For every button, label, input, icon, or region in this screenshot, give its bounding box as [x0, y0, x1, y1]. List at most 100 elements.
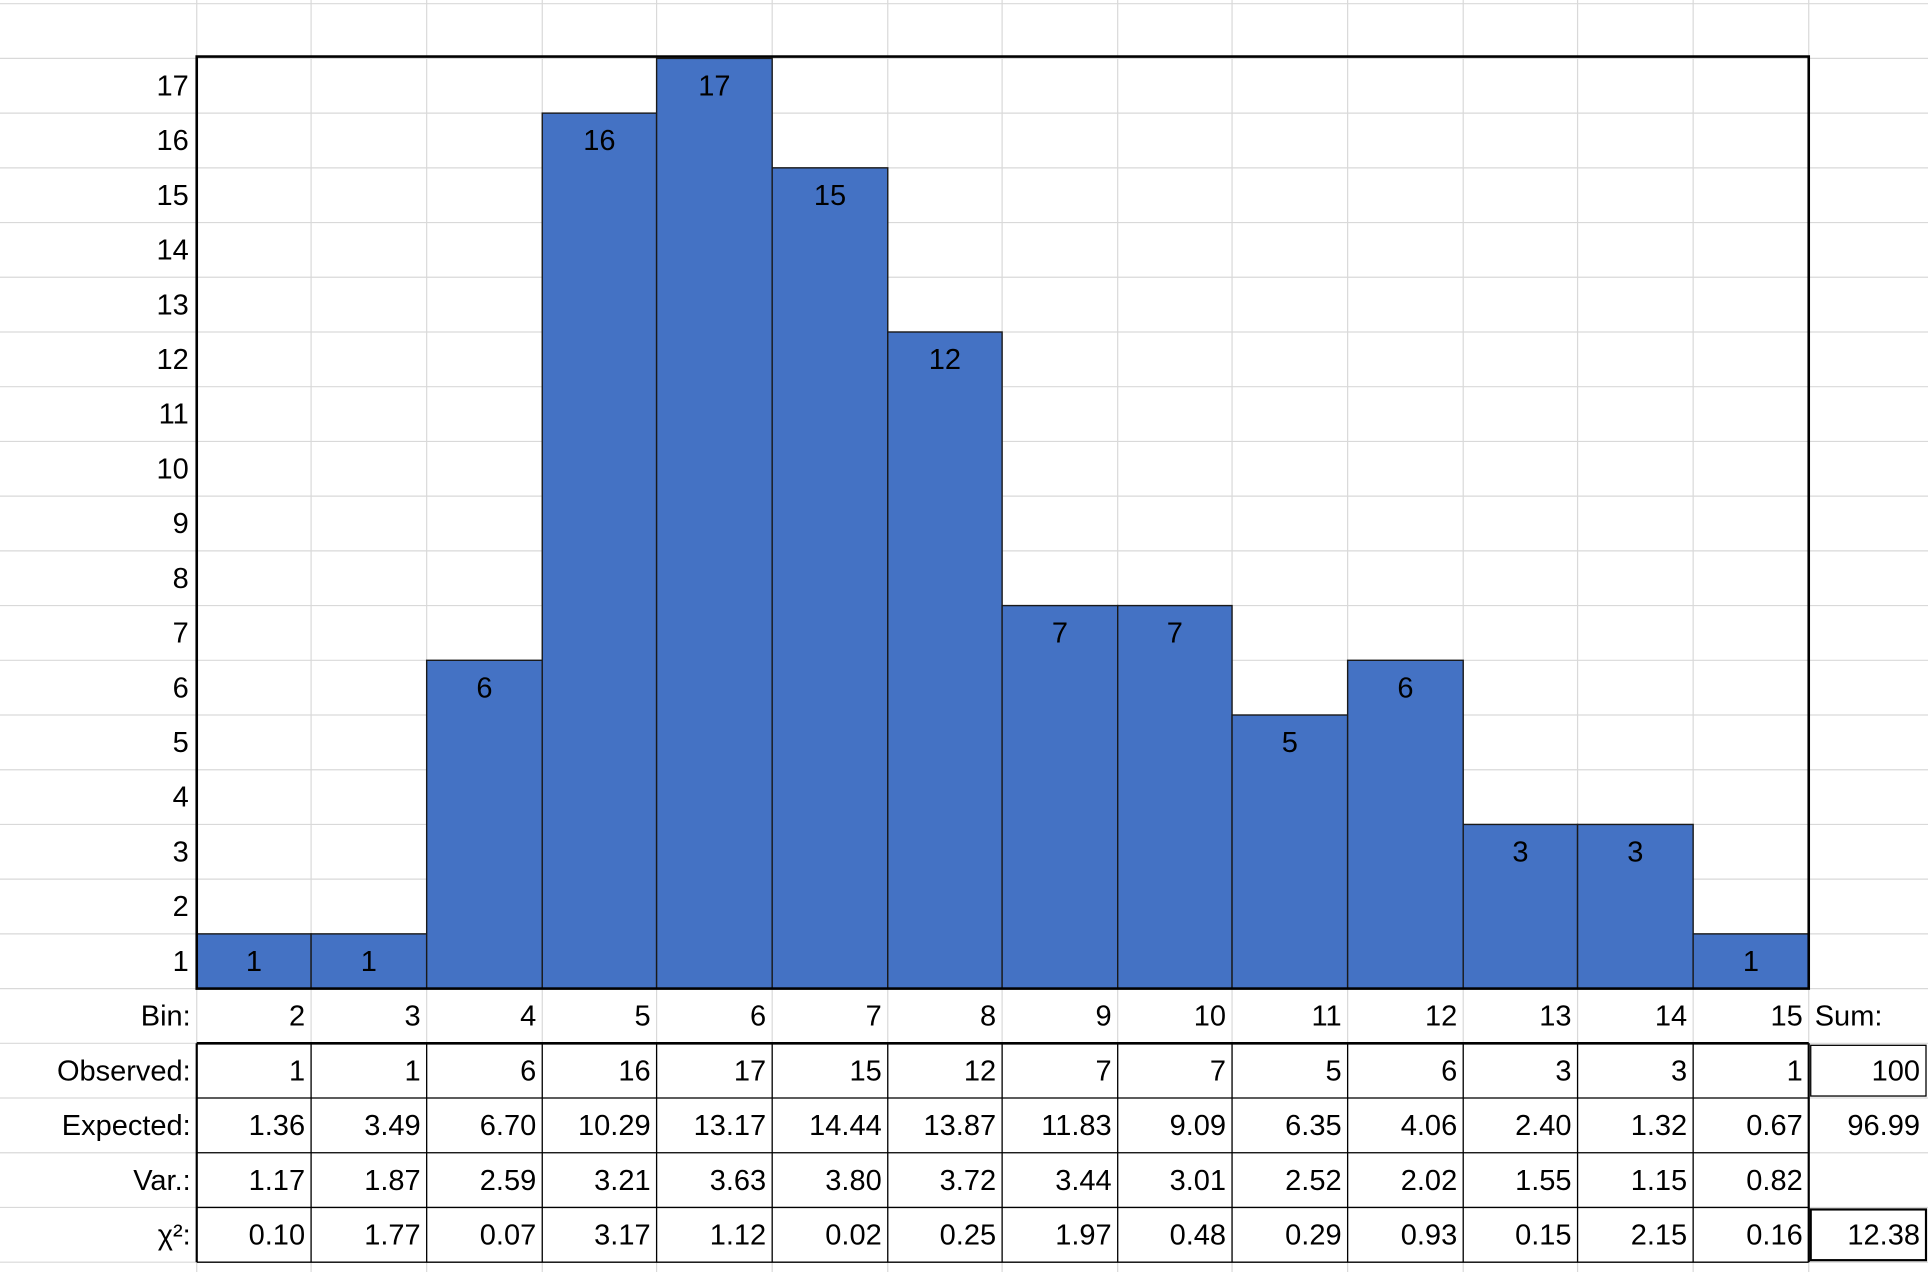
bar-12 [1346, 659, 1464, 990]
bin-value: 15 [1770, 1001, 1802, 1033]
bin-value: 6 [750, 1001, 766, 1033]
bar-10 [1116, 604, 1233, 990]
sum-observed-box [1810, 1044, 1927, 1097]
table-cell: 1.17 [249, 1165, 305, 1197]
bin-value: 3 [405, 1001, 421, 1033]
bar-4 [425, 659, 543, 990]
sum-cell: 12.38 [1847, 1219, 1920, 1251]
bar-label-9: 7 [1052, 618, 1068, 650]
table-cell: 0.10 [249, 1219, 305, 1251]
table-cell: 3.72 [940, 1165, 996, 1197]
bin-value: 8 [980, 1001, 996, 1033]
y-tick-label: 10 [156, 453, 188, 485]
table-borders [195, 1042, 1928, 1263]
table-cell: 1.55 [1515, 1165, 1571, 1197]
bar-2 [196, 933, 312, 990]
table-cell: 1.12 [710, 1219, 766, 1251]
bar-label-8: 12 [929, 344, 961, 376]
table-cell: 0.07 [480, 1219, 536, 1251]
bar-14 [1576, 823, 1694, 990]
table-cell: 0.16 [1746, 1219, 1802, 1251]
table-cell: 0.29 [1285, 1219, 1341, 1251]
y-tick-label: 11 [159, 399, 189, 431]
table-cell: 6 [1441, 1055, 1457, 1087]
bar-label-14: 3 [1627, 836, 1643, 868]
table-cell: 3.44 [1055, 1165, 1111, 1197]
bar-11 [1231, 714, 1349, 990]
table-cell: 1 [289, 1055, 305, 1087]
sum-header: Sum: [1815, 1001, 1883, 1033]
table-cell: 12 [964, 1055, 996, 1087]
chart-frame [195, 55, 1811, 990]
table-cell: 0.25 [940, 1219, 996, 1251]
table-cell: 3.01 [1170, 1165, 1226, 1197]
bar-label-13: 3 [1512, 836, 1528, 868]
table-cell: 4.06 [1401, 1110, 1457, 1142]
y-tick-label: 16 [156, 125, 188, 157]
table-cell: 3.63 [710, 1165, 766, 1197]
y-tick-label: 12 [156, 344, 188, 376]
bar-label-15: 1 [1743, 946, 1759, 978]
bar-6 [655, 57, 773, 990]
table-cell: 10.29 [578, 1110, 651, 1142]
table-cell: 1.77 [364, 1219, 420, 1251]
table-cell: 1.87 [364, 1165, 420, 1197]
table-cell: 2.02 [1401, 1165, 1457, 1197]
sum-cell: 100 [1872, 1055, 1920, 1087]
table-cell: 2.15 [1631, 1219, 1687, 1251]
table-cell: 0.02 [825, 1219, 881, 1251]
bin-value: 4 [520, 1001, 536, 1033]
table-cell: 14.44 [809, 1110, 882, 1142]
y-tick-label: 6 [173, 672, 189, 704]
table-cell: 1.36 [249, 1110, 305, 1142]
bin-value: 5 [634, 1001, 650, 1033]
plot-border [195, 55, 1811, 990]
bar-label-5: 16 [583, 125, 615, 157]
bar-label-4: 6 [476, 672, 492, 704]
row-label: Observed: [57, 1055, 191, 1087]
bar-8 [887, 331, 1003, 990]
table-cell: 0.93 [1401, 1219, 1457, 1251]
bin-value: 13 [1539, 1001, 1571, 1033]
table-cell: 2.52 [1285, 1165, 1341, 1197]
table-cell: 3 [1555, 1055, 1571, 1087]
table-cell: 6 [520, 1055, 536, 1087]
y-tick-label: 3 [173, 836, 189, 868]
bin-value: 14 [1655, 1001, 1687, 1033]
y-tick-label: 1 [173, 946, 189, 978]
y-tick-label: 7 [173, 618, 189, 650]
table-cell: 0.67 [1746, 1110, 1802, 1142]
bar-13 [1462, 823, 1579, 990]
bin-value: 11 [1312, 1001, 1342, 1033]
table-cell: 1 [1787, 1055, 1803, 1087]
table-cell: 11.83 [1041, 1110, 1111, 1142]
bar-label-6: 17 [698, 70, 730, 102]
bin-value: 12 [1425, 1001, 1457, 1033]
table-cell: 15 [849, 1055, 881, 1087]
bin-row-label: Bin: [141, 1001, 191, 1033]
table-cell: 1.97 [1055, 1219, 1111, 1251]
bin-value: 10 [1194, 1001, 1226, 1033]
table-cell: 3 [1671, 1055, 1687, 1087]
table-cell: 2.59 [480, 1165, 536, 1197]
table-cell: 3.49 [364, 1110, 420, 1142]
table-cell: 16 [618, 1055, 650, 1087]
y-tick-label: 9 [173, 508, 189, 540]
row-label: Var.: [133, 1165, 191, 1197]
bar-label-2: 1 [246, 946, 262, 978]
table-cell: 0.48 [1170, 1219, 1226, 1251]
table-cell: 3.21 [594, 1165, 650, 1197]
table-cell: 6.35 [1285, 1110, 1341, 1142]
bar-7 [771, 167, 889, 990]
table-cell: 1.15 [1631, 1165, 1687, 1197]
table-cell: 13.17 [694, 1110, 767, 1142]
table-cell: 5 [1325, 1055, 1341, 1087]
y-tick-label: 5 [173, 727, 189, 759]
table-cell: 3.17 [594, 1219, 650, 1251]
y-tick-label: 2 [173, 891, 189, 923]
data-table: Bin: 2 3 4 5 6 7 8 9 10 11 12 13 14 15 Sum:Observed: 1 1 6… [57, 1001, 1920, 1252]
bar-5 [541, 112, 658, 990]
bin-value: 9 [1096, 1001, 1112, 1033]
table-cell: 0.15 [1515, 1219, 1571, 1251]
